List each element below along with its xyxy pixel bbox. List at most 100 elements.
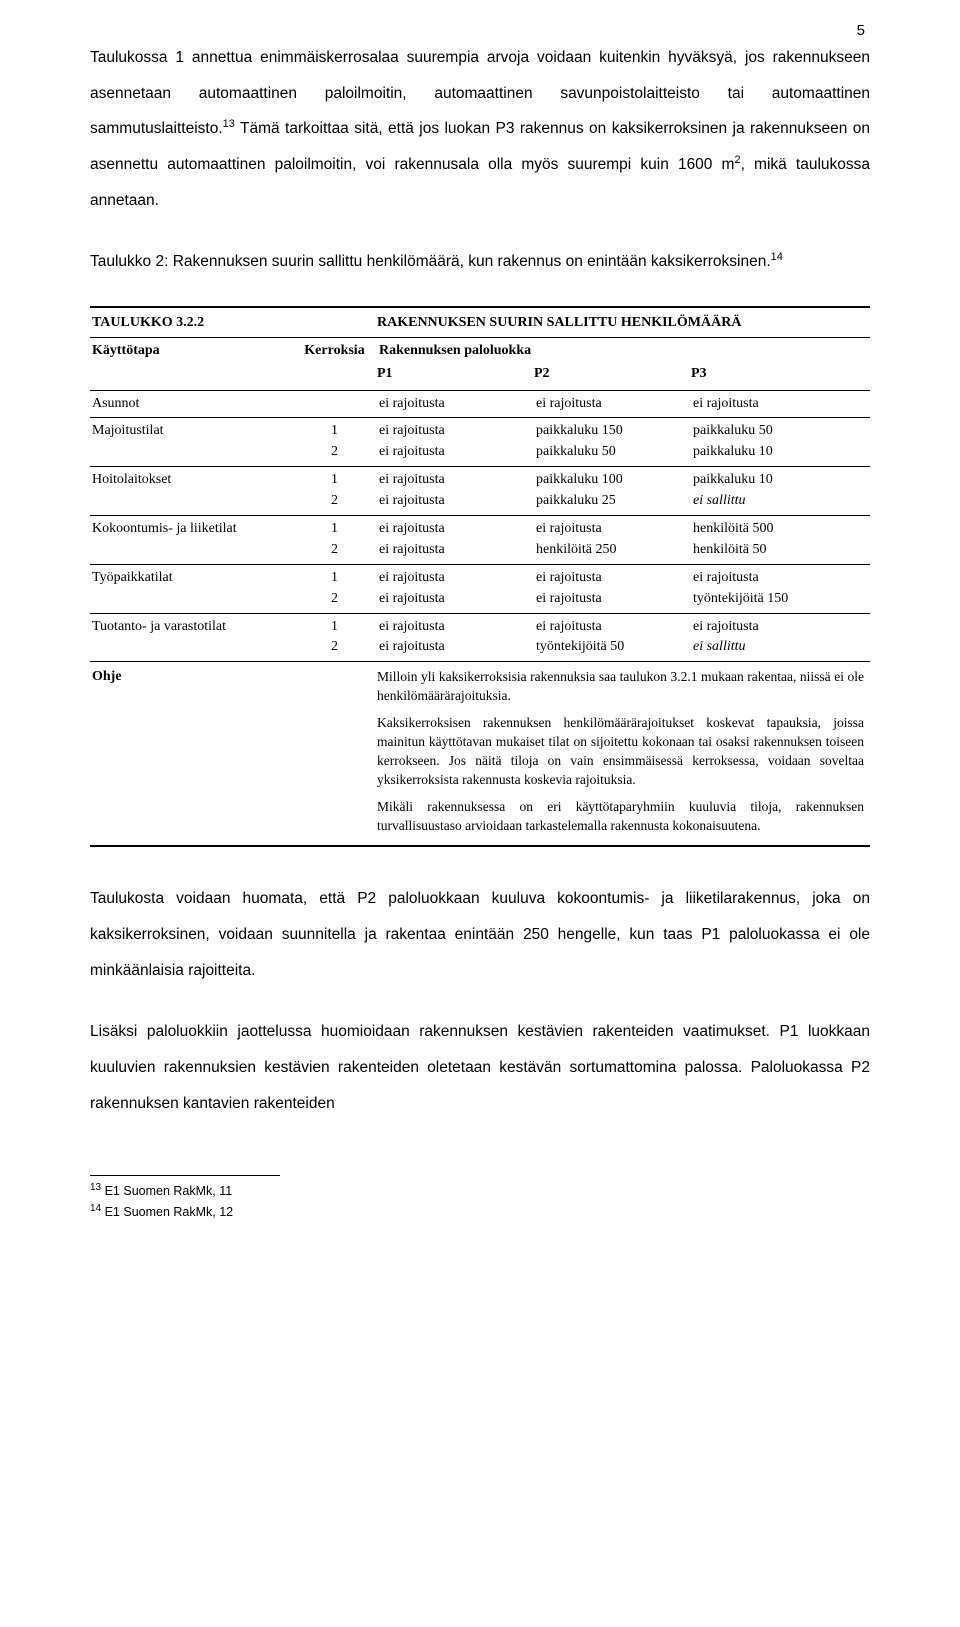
- cell-p3: henkilöitä 50: [691, 541, 848, 560]
- cell-kerroksia: 1: [292, 618, 377, 637]
- table-title-row: TAULUKKO 3.2.2 RAKENNUKSEN SUURIN SALLIT…: [90, 308, 870, 338]
- paragraph-3: Taulukosta voidaan huomata, että P2 palo…: [90, 881, 870, 988]
- cell-p2: työntekijöitä 50: [534, 638, 691, 657]
- table-subheader: P1 P2 P3: [90, 361, 870, 391]
- table-3-2-2: TAULUKKO 3.2.2 RAKENNUKSEN SUURIN SALLIT…: [90, 306, 870, 848]
- row-name: Hoitolaitokset: [90, 471, 292, 511]
- cell-p2: paikkaluku 100: [534, 471, 691, 490]
- cell-p2: paikkaluku 150: [534, 422, 691, 441]
- table-row: Hoitolaitokset1ei rajoitustapaikkaluku 1…: [90, 467, 870, 516]
- row-name: Majoitustilat: [90, 422, 292, 462]
- footnote-13: 13 E1 Suomen RakMk, 11: [90, 1180, 870, 1201]
- page-number: 5: [857, 22, 865, 39]
- footnote-rule: [90, 1175, 280, 1176]
- cell-p2: paikkaluku 25: [534, 492, 691, 511]
- row-line: 2ei rajoitustahenkilöitä 250henkilöitä 5…: [292, 541, 870, 560]
- fn2-sup: 14: [90, 1203, 101, 1214]
- cell-p2: henkilöitä 250: [534, 541, 691, 560]
- row-line: 1ei rajoitustaei rajoitustaei rajoitusta: [292, 569, 870, 588]
- row-line: 1ei rajoitustapaikkaluku 150paikkaluku 5…: [292, 422, 870, 441]
- cell-kerroksia: 2: [292, 541, 377, 560]
- row-name: Asunnot: [90, 395, 292, 414]
- cell-p3: ei sallittu: [691, 492, 848, 511]
- table-row: Majoitustilat1ei rajoitustapaikkaluku 15…: [90, 418, 870, 467]
- cell-p3: ei rajoitusta: [691, 395, 848, 414]
- row-line: 2ei rajoitustapaikkaluku 50paikkaluku 10: [292, 443, 870, 462]
- row-line: ei rajoitustaei rajoitustaei rajoitusta: [292, 395, 870, 414]
- p2-text: Taulukko 2: Rakennuksen suurin sallittu …: [90, 253, 771, 270]
- cell-p1: ei rajoitusta: [377, 422, 534, 441]
- paragraph-4: Lisäksi paloluokkiin jaottelussa huomioi…: [90, 1014, 870, 1121]
- footnote-14: 14 E1 Suomen RakMk, 12: [90, 1201, 870, 1222]
- cell-kerroksia: 1: [292, 569, 377, 588]
- row-line: 1ei rajoitustaei rajoitustahenkilöitä 50…: [292, 520, 870, 539]
- col-p3: P3: [689, 365, 846, 384]
- row-name: Kokoontumis- ja liiketilat: [90, 520, 292, 560]
- cell-kerroksia: 2: [292, 638, 377, 657]
- cell-p1: ei rajoitusta: [377, 520, 534, 539]
- table-row: Asunnotei rajoitustaei rajoitustaei rajo…: [90, 391, 870, 419]
- p1-sup-13: 13: [223, 118, 235, 130]
- fn2-text: E1 Suomen RakMk, 12: [101, 1205, 233, 1219]
- row-name: Tuotanto- ja varastotilat: [90, 618, 292, 658]
- cell-p3: paikkaluku 10: [691, 471, 848, 490]
- table-title-left: TAULUKKO 3.2.2: [90, 314, 292, 333]
- cell-p1: ei rajoitusta: [377, 590, 534, 609]
- cell-p1: ei rajoitusta: [377, 395, 534, 414]
- cell-p2: paikkaluku 50: [534, 443, 691, 462]
- table-row: Kokoontumis- ja liiketilat1ei rajoitusta…: [90, 516, 870, 565]
- cell-p1: ei rajoitusta: [377, 638, 534, 657]
- paragraph-2: Taulukko 2: Rakennuksen suurin sallittu …: [90, 244, 870, 280]
- cell-kerroksia: 1: [292, 471, 377, 490]
- col-paloluokka: Rakennuksen paloluokka: [377, 342, 870, 361]
- fn1-sup: 13: [90, 1182, 101, 1193]
- cell-p3: ei sallittu: [691, 638, 848, 657]
- footnotes: 13 E1 Suomen RakMk, 11 14 E1 Suomen RakM…: [90, 1175, 870, 1222]
- table-row: Työpaikkatilat1ei rajoitustaei rajoitust…: [90, 565, 870, 614]
- cell-kerroksia: 2: [292, 492, 377, 511]
- table-title-right: RAKENNUKSEN SUURIN SALLITTU HENKILÖMÄÄRÄ: [377, 314, 870, 333]
- cell-p1: ei rajoitusta: [377, 471, 534, 490]
- col-kayttotapa: Käyttötapa: [90, 342, 292, 361]
- row-line: 1ei rajoitustaei rajoitustaei rajoitusta: [292, 618, 870, 637]
- cell-p3: henkilöitä 500: [691, 520, 848, 539]
- cell-kerroksia: 2: [292, 590, 377, 609]
- cell-kerroksia: 2: [292, 443, 377, 462]
- row-line: 1ei rajoitustapaikkaluku 100paikkaluku 1…: [292, 471, 870, 490]
- cell-p3: ei rajoitusta: [691, 569, 848, 588]
- cell-p1: ei rajoitusta: [377, 618, 534, 637]
- table-column-header: Käyttötapa Kerroksia Rakennuksen paloluo…: [90, 338, 870, 361]
- cell-p3: työntekijöitä 150: [691, 590, 848, 609]
- cell-p1: ei rajoitusta: [377, 541, 534, 560]
- row-line: 2ei rajoitustaei rajoitustatyöntekijöitä…: [292, 590, 870, 609]
- cell-kerroksia: 1: [292, 520, 377, 539]
- ohje-p2: Kaksikerroksisen rakennuksen henkilömäär…: [377, 714, 864, 790]
- cell-p3: ei rajoitusta: [691, 618, 848, 637]
- cell-p1: ei rajoitusta: [377, 443, 534, 462]
- cell-p1: ei rajoitusta: [377, 492, 534, 511]
- cell-p2: ei rajoitusta: [534, 395, 691, 414]
- paragraph-1: Taulukossa 1 annettua enimmäiskerrosalaa…: [90, 40, 870, 218]
- cell-p2: ei rajoitusta: [534, 520, 691, 539]
- fn1-text: E1 Suomen RakMk, 11: [101, 1184, 232, 1198]
- cell-p2: ei rajoitusta: [534, 569, 691, 588]
- col-p1: P1: [375, 365, 532, 384]
- row-line: 2ei rajoitustatyöntekijöitä 50ei sallitt…: [292, 638, 870, 657]
- col-p2: P2: [532, 365, 689, 384]
- row-line: 2ei rajoitustapaikkaluku 25ei sallittu: [292, 492, 870, 511]
- cell-p3: paikkaluku 10: [691, 443, 848, 462]
- cell-p2: ei rajoitusta: [534, 590, 691, 609]
- cell-kerroksia: 1: [292, 422, 377, 441]
- ohje-p3: Mikäli rakennuksessa on eri käyttötapary…: [377, 798, 864, 836]
- cell-p1: ei rajoitusta: [377, 569, 534, 588]
- p2-sup-14: 14: [771, 251, 783, 263]
- cell-p3: paikkaluku 50: [691, 422, 848, 441]
- row-name: Työpaikkatilat: [90, 569, 292, 609]
- ohje-p1: Milloin yli kaksikerroksisia rakennuksia…: [377, 668, 864, 706]
- ohje-label: Ohje: [90, 668, 292, 835]
- cell-p2: ei rajoitusta: [534, 618, 691, 637]
- col-kerroksia: Kerroksia: [292, 342, 377, 361]
- table-row: Tuotanto- ja varastotilat1ei rajoitustae…: [90, 614, 870, 662]
- table-ohje: Ohje Milloin yli kaksikerroksisia rakenn…: [90, 661, 870, 845]
- page: 5 Taulukossa 1 annettua enimmäiskerrosal…: [0, 0, 960, 1282]
